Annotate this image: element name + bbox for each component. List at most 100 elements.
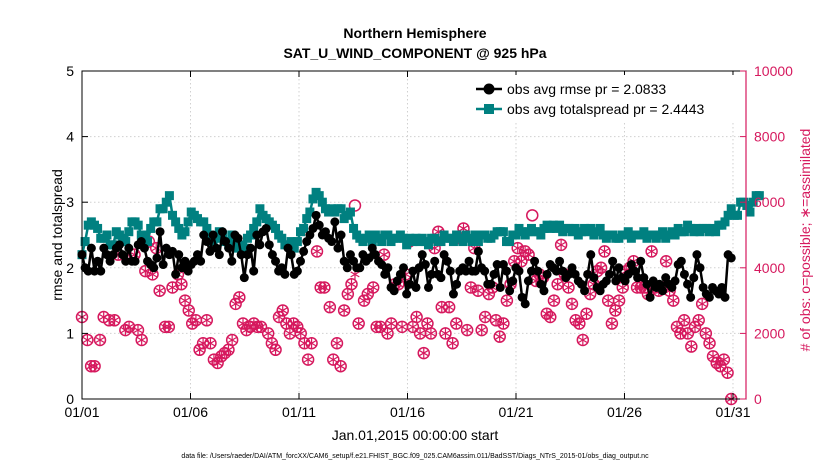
asterisk-stroke: [495, 333, 505, 340]
asterisk-stroke: [484, 291, 494, 298]
obs-assimilated-point: [701, 328, 711, 339]
obs-possible-point: [500, 294, 514, 307]
obs-possible-point: [460, 323, 474, 337]
asterisk-stroke: [89, 363, 100, 370]
asterisk-stroke: [296, 330, 306, 337]
obs-assimilated-point: [571, 315, 581, 326]
rmse-point: [539, 286, 549, 296]
obs-assimilated-point: [426, 328, 436, 339]
asterisk-stroke: [359, 297, 369, 304]
obs-assimilated-point: [234, 292, 244, 303]
x-tick-label: 01/21: [498, 404, 533, 420]
asterisk-stroke: [205, 340, 216, 347]
obs-possible-point: [301, 353, 315, 366]
rmse-point: [473, 246, 483, 256]
totalspread-point: [139, 230, 149, 240]
y-right-tick-label: 10000: [754, 63, 793, 79]
obs-assimilated-point: [187, 318, 197, 329]
obs-assimilated-point: [719, 354, 729, 365]
asterisk-stroke: [202, 317, 212, 324]
obs-assimilated-point: [545, 312, 555, 322]
rmse-point: [502, 266, 512, 276]
obs-assimilated-point: [386, 318, 396, 329]
asterisk-stroke: [184, 307, 194, 314]
asterisk-stroke: [372, 323, 382, 330]
obs-possible-point: [345, 277, 358, 291]
obs-assimilated-point: [451, 318, 461, 329]
obs-assimilated-point: [306, 338, 317, 349]
obs-assimilated-point: [596, 262, 606, 273]
rmse-point: [486, 279, 496, 289]
rmse-point: [355, 263, 365, 273]
obs-possible-point: [88, 359, 101, 373]
asterisk-stroke: [363, 291, 373, 298]
rmse-point: [704, 292, 714, 302]
obs-assimilated-point: [397, 321, 407, 332]
asterisk-stroke: [339, 307, 349, 314]
totalspread-point: [742, 200, 752, 210]
asterisk-stroke: [319, 284, 330, 291]
obs-possible-point: [135, 333, 148, 347]
y-tick-label: 2: [66, 260, 74, 276]
asterisk-stroke: [697, 300, 707, 307]
obs-possible-point: [269, 343, 282, 357]
obs-assimilated-point: [704, 338, 715, 349]
totalspread-point: [292, 237, 302, 247]
obs-possible-point: [153, 284, 166, 298]
totalspread-point: [171, 217, 181, 227]
rmse-point: [271, 256, 281, 266]
axes: 01/01 01/06 01/11 01/16 01/21 01/26 01/3101234…: [64, 63, 793, 420]
totalspread-point: [146, 223, 156, 233]
obs-possible-point: [576, 333, 590, 347]
rmse-point: [520, 299, 530, 309]
rmse-point: [689, 273, 699, 283]
rmse-point: [214, 250, 224, 260]
obs-possible-point: [721, 366, 734, 380]
rmse-point: [83, 266, 93, 276]
obs-assimilated-point: [109, 315, 120, 326]
asterisk-stroke: [433, 228, 443, 235]
totalspread-point: [180, 227, 190, 237]
asterisk-stroke: [82, 336, 93, 343]
totalspread-point: [623, 227, 633, 237]
totalspread-point: [302, 214, 312, 224]
totalspread-point: [211, 233, 221, 243]
totalspread-point: [364, 230, 374, 240]
asterisk-stroke: [429, 245, 440, 252]
obs-assimilated-point: [120, 325, 131, 336]
rmse-point: [542, 269, 552, 279]
obs-assimilated-point: [683, 328, 693, 339]
obs-assimilated-point: [574, 318, 584, 329]
totalspread-point: [336, 204, 346, 214]
obs-possible-point: [464, 281, 478, 294]
rmse-point: [533, 266, 543, 276]
obs-possible-point: [330, 336, 344, 350]
asterisk-stroke: [336, 363, 346, 370]
totalspread-point: [158, 204, 168, 214]
asterisk-stroke: [578, 336, 588, 343]
obs-assimilated-point: [303, 354, 313, 365]
totalspread-point: [745, 207, 755, 217]
totalspread-point: [168, 210, 178, 220]
asterisk-stroke: [408, 323, 418, 330]
rmse-point: [330, 217, 340, 227]
totalspread-point: [473, 237, 483, 247]
data-file-footnote: data file: /Users/raeder/DAI/ATM_forcXX/…: [181, 453, 649, 460]
totalspread-point: [399, 233, 409, 243]
totalspread-point: [121, 237, 131, 247]
totalspread-point: [108, 240, 118, 250]
obs-possible-point: [674, 327, 687, 340]
obs-assimilated-point: [462, 325, 472, 336]
obs-assimilated-point: [325, 302, 335, 313]
asterisk-stroke: [502, 297, 512, 304]
asterisk-stroke: [281, 320, 292, 327]
obs-assimilated-point: [498, 318, 509, 329]
obs-assimilated-point: [722, 367, 733, 378]
asterisk-stroke: [545, 313, 555, 321]
obs-possible-point: [175, 277, 188, 291]
y-tick-label: 3: [66, 194, 74, 210]
obs-possible-point: [551, 277, 564, 291]
y-right-tick-label: 8000: [754, 129, 785, 145]
obs-assimilated-point: [444, 302, 454, 313]
